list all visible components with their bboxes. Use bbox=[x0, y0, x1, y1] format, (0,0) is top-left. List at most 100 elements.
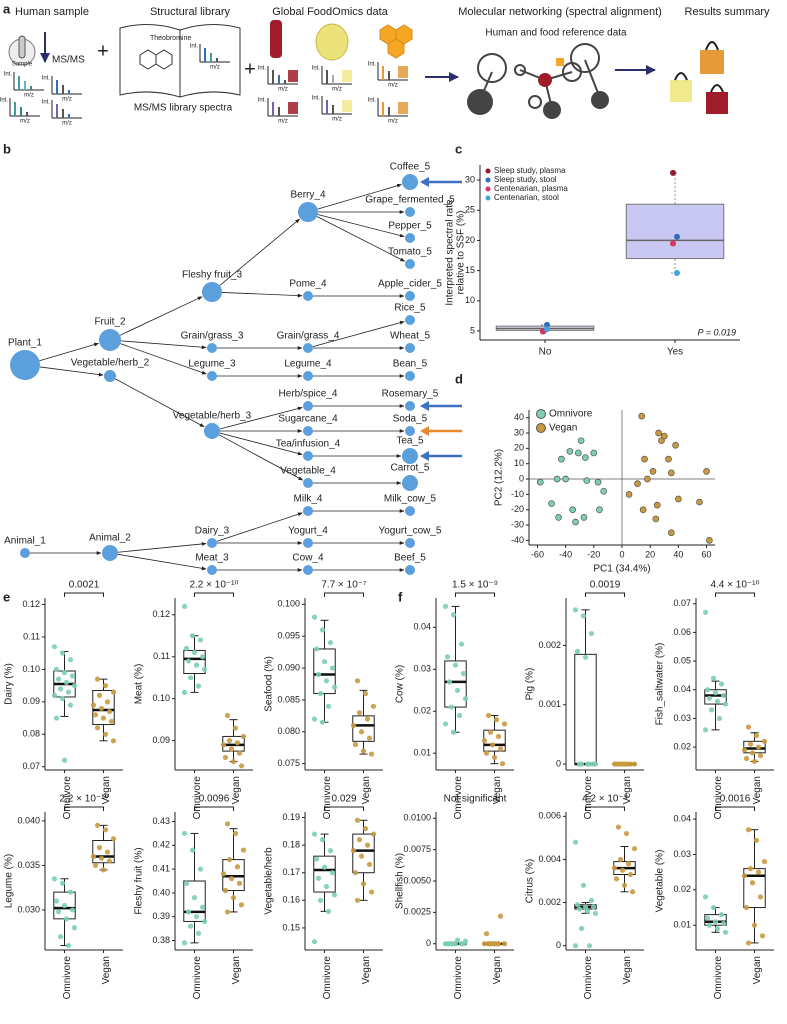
point bbox=[448, 941, 455, 947]
point bbox=[639, 506, 647, 514]
x-tick-label: 40 bbox=[673, 549, 683, 559]
point bbox=[569, 506, 577, 514]
point bbox=[495, 733, 502, 740]
point bbox=[57, 686, 64, 692]
y-tick-label: 0.095 bbox=[277, 631, 300, 641]
node-label: Legume_4 bbox=[284, 359, 332, 370]
y-tick-label: 0.02 bbox=[673, 741, 691, 751]
point bbox=[92, 862, 99, 869]
point bbox=[716, 715, 723, 722]
point bbox=[627, 871, 634, 878]
point bbox=[106, 858, 113, 864]
point bbox=[220, 742, 227, 748]
point bbox=[319, 719, 326, 725]
y-axis-label: Fleshy fruit (%) bbox=[134, 847, 145, 914]
y-tick-label: 0.080 bbox=[277, 726, 300, 736]
point bbox=[495, 941, 502, 947]
point bbox=[672, 441, 679, 449]
x-tick-label: Omnivore bbox=[713, 956, 724, 1000]
tree-node bbox=[207, 343, 217, 353]
y-tick-label: 0.40 bbox=[152, 887, 170, 897]
result-bag bbox=[706, 92, 728, 114]
point bbox=[702, 727, 709, 733]
tree-node bbox=[303, 291, 313, 301]
point bbox=[189, 847, 196, 853]
x-tick-label: Omnivore bbox=[583, 956, 594, 1000]
food-tag bbox=[398, 102, 408, 114]
point bbox=[67, 702, 74, 708]
point bbox=[323, 883, 330, 890]
mz-label: m/z bbox=[332, 87, 342, 93]
mz-label: m/z bbox=[278, 119, 288, 125]
panel-label: a bbox=[3, 1, 11, 16]
tree-edge bbox=[317, 214, 405, 238]
tree-node bbox=[207, 565, 217, 575]
point bbox=[92, 712, 99, 718]
point bbox=[660, 432, 668, 440]
tree-node bbox=[405, 233, 415, 243]
point bbox=[325, 908, 332, 914]
node-label: Cow_4 bbox=[292, 553, 324, 564]
point bbox=[317, 690, 324, 697]
tree-node bbox=[405, 565, 415, 575]
legend-label: Sleep study, stool bbox=[494, 175, 557, 184]
tree-node bbox=[303, 478, 313, 488]
significance-bracket bbox=[64, 806, 104, 811]
point bbox=[106, 708, 113, 715]
tree-node bbox=[207, 538, 217, 548]
y-tick-label: 0.004 bbox=[538, 854, 561, 864]
x-tick-label: 0 bbox=[619, 549, 624, 559]
tree-node bbox=[405, 401, 415, 411]
x-tick-label: Vegan bbox=[101, 956, 112, 984]
tree-node bbox=[405, 371, 415, 381]
highlight-arrowhead bbox=[420, 426, 429, 436]
msms-label: MS/MS bbox=[52, 55, 85, 66]
tree-node bbox=[402, 174, 418, 190]
library-label: MS/MS library spectra bbox=[134, 103, 233, 114]
point bbox=[238, 763, 245, 769]
result-bag bbox=[670, 80, 692, 102]
point bbox=[487, 729, 494, 735]
point bbox=[354, 817, 361, 823]
point bbox=[757, 894, 764, 900]
significance-bracket bbox=[585, 806, 625, 811]
tree-edge bbox=[115, 378, 205, 428]
x-tick-label: Omnivore bbox=[453, 956, 464, 1000]
y-axis-label: Pig (%) bbox=[525, 668, 536, 701]
point bbox=[582, 654, 589, 660]
point bbox=[722, 701, 729, 707]
point bbox=[315, 875, 322, 881]
point bbox=[360, 881, 367, 887]
tree-node bbox=[402, 448, 418, 464]
x-tick-label: Omnivore bbox=[62, 956, 73, 1000]
point bbox=[96, 845, 103, 851]
point bbox=[94, 676, 101, 682]
node-label: Bean_5 bbox=[393, 359, 428, 370]
point bbox=[493, 717, 500, 723]
int-label: Int. bbox=[42, 76, 51, 82]
point bbox=[187, 923, 194, 929]
point bbox=[104, 699, 111, 705]
x-tick-label: Omnivore bbox=[322, 956, 333, 1000]
wine-icon bbox=[270, 20, 282, 58]
y-tick-label: 0.01 bbox=[673, 920, 691, 930]
x-tick-label: Vegan bbox=[492, 956, 503, 984]
node-label: Apple_cider_5 bbox=[378, 279, 442, 290]
tube bbox=[18, 35, 26, 59]
node-label: Animal_2 bbox=[89, 533, 131, 544]
point bbox=[199, 654, 206, 660]
significance-bracket bbox=[64, 592, 104, 597]
x-tick-label: Vegan bbox=[622, 956, 633, 984]
point bbox=[183, 880, 190, 886]
point bbox=[55, 909, 62, 915]
point bbox=[611, 865, 618, 871]
x-tick-label: Omnivore bbox=[713, 776, 724, 820]
box bbox=[704, 914, 727, 926]
legend-marker bbox=[485, 186, 491, 192]
point bbox=[667, 529, 675, 537]
tree-edge bbox=[221, 292, 303, 298]
p-value: 1.5 × 10⁻⁹ bbox=[452, 580, 498, 591]
mz-label: m/z bbox=[278, 87, 288, 93]
point bbox=[757, 753, 764, 759]
point bbox=[350, 722, 357, 729]
